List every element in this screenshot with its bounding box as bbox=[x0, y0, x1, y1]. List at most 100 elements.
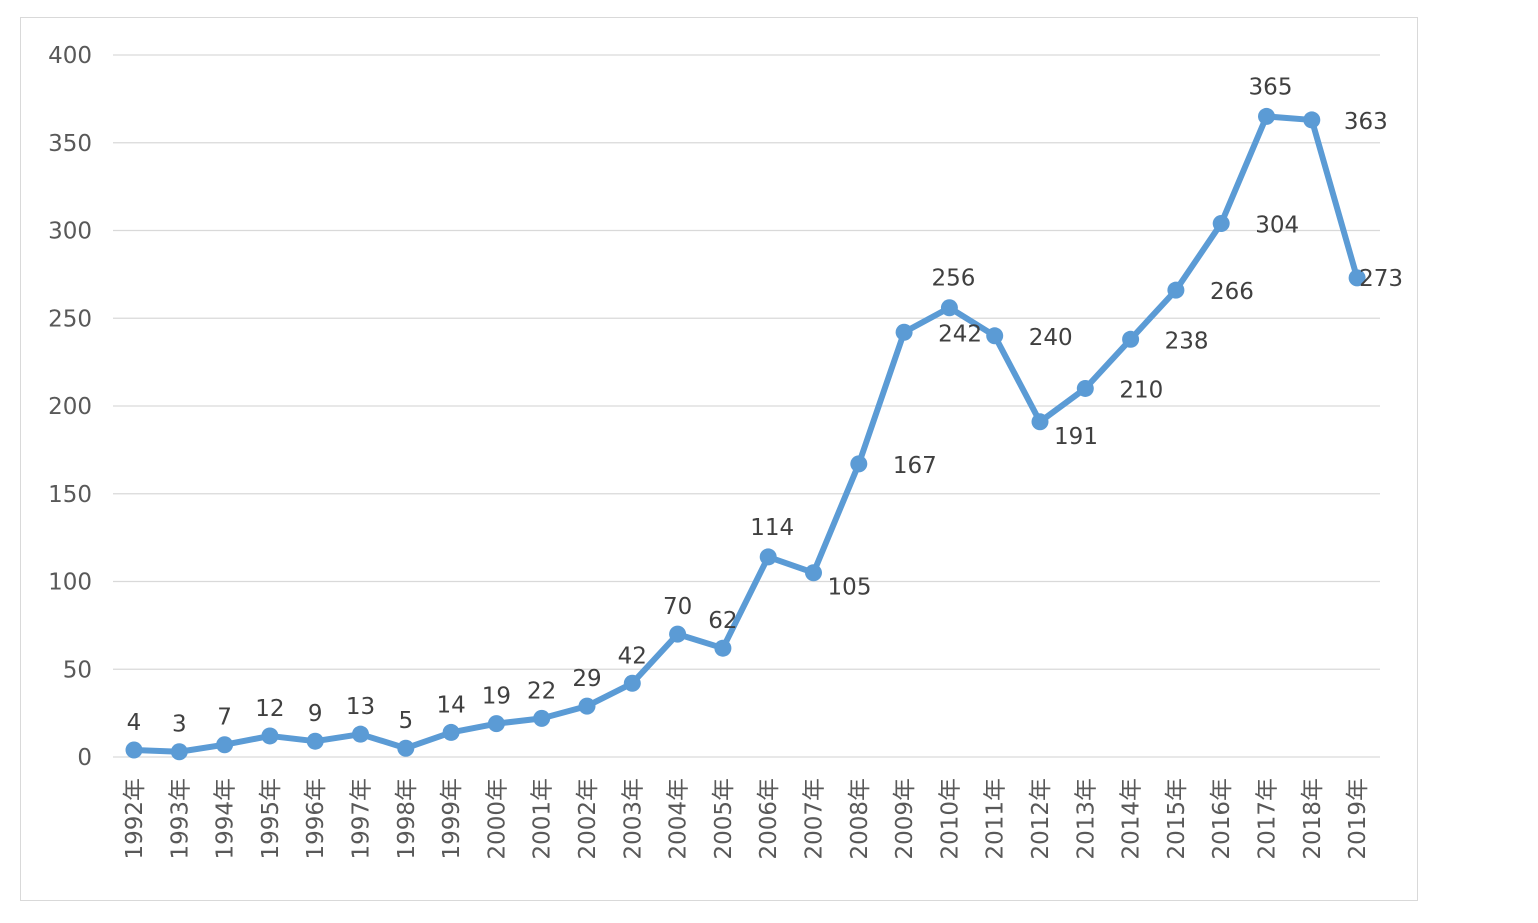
data-label: 13 bbox=[346, 694, 375, 720]
y-tick-label: 200 bbox=[48, 394, 92, 420]
data-label: 256 bbox=[931, 266, 975, 292]
x-tick-label: 2012年 bbox=[1028, 778, 1054, 860]
x-tick-label: 1993年 bbox=[167, 778, 193, 860]
gridlines bbox=[113, 54, 1380, 758]
data-label: 22 bbox=[527, 678, 556, 704]
data-point bbox=[759, 548, 777, 566]
x-tick-label: 1998年 bbox=[394, 778, 420, 860]
x-tick-label: 2016年 bbox=[1209, 778, 1235, 860]
data-label: 191 bbox=[1054, 424, 1098, 450]
data-label: 240 bbox=[1029, 325, 1073, 351]
data-label: 365 bbox=[1249, 74, 1293, 100]
chart-frame bbox=[20, 17, 1418, 901]
x-tick-label: 2002年 bbox=[575, 778, 601, 860]
x-tick-label: 2006年 bbox=[756, 778, 782, 860]
x-tick-label: 2004年 bbox=[666, 778, 692, 860]
data-label: 62 bbox=[708, 608, 737, 634]
data-point bbox=[170, 743, 188, 761]
y-tick-label: 150 bbox=[48, 482, 92, 508]
data-point bbox=[1212, 214, 1230, 232]
data-point bbox=[1122, 330, 1140, 348]
x-tick-label: 2003年 bbox=[620, 778, 646, 860]
data-point bbox=[805, 564, 822, 582]
data-label: 12 bbox=[255, 696, 284, 722]
data-point bbox=[306, 732, 324, 750]
data-label: 4 bbox=[127, 710, 142, 736]
data-point bbox=[578, 697, 596, 715]
data-point bbox=[397, 739, 415, 757]
data-points bbox=[125, 107, 1366, 761]
data-point bbox=[125, 741, 143, 759]
data-label: 42 bbox=[618, 643, 647, 669]
data-label: 70 bbox=[663, 594, 692, 620]
data-label: 9 bbox=[308, 701, 323, 727]
data-label: 273 bbox=[1359, 266, 1403, 292]
y-axis-tick-labels: 0 50 100 150 200 250 300 350 400 bbox=[48, 43, 92, 771]
series-line bbox=[131, 113, 1361, 755]
data-label: 363 bbox=[1344, 109, 1388, 135]
data-label: 114 bbox=[750, 515, 794, 541]
data-label: 14 bbox=[436, 692, 465, 718]
x-tick-label: 2010年 bbox=[937, 778, 963, 860]
data-label: 5 bbox=[398, 708, 413, 734]
y-tick-label: 300 bbox=[48, 219, 92, 245]
x-tick-label: 2008年 bbox=[847, 778, 873, 860]
data-point bbox=[533, 709, 551, 727]
x-tick-label: 1996年 bbox=[303, 778, 329, 860]
x-tick-label: 1999年 bbox=[439, 778, 465, 860]
x-tick-label: 2013年 bbox=[1073, 778, 1099, 860]
data-label: 105 bbox=[828, 575, 872, 601]
x-tick-label: 2005年 bbox=[711, 778, 737, 860]
x-tick-label: 2007年 bbox=[802, 778, 828, 860]
data-label: 167 bbox=[893, 453, 937, 479]
data-point bbox=[1303, 111, 1321, 129]
data-label: 238 bbox=[1165, 328, 1209, 354]
x-tick-label: 2000年 bbox=[484, 778, 510, 860]
data-point bbox=[940, 299, 958, 317]
data-point bbox=[216, 736, 234, 754]
x-tick-label: 2018年 bbox=[1300, 778, 1326, 860]
data-point bbox=[714, 639, 732, 657]
x-tick-label: 2019年 bbox=[1345, 778, 1371, 860]
y-tick-label: 0 bbox=[77, 745, 92, 771]
data-point bbox=[850, 455, 868, 473]
x-tick-label: 2014年 bbox=[1119, 778, 1145, 860]
data-point bbox=[895, 323, 913, 341]
data-point bbox=[1167, 281, 1185, 299]
y-tick-label: 400 bbox=[48, 43, 92, 69]
data-point bbox=[1031, 413, 1049, 431]
series-line-path bbox=[131, 113, 1361, 755]
data-label: 266 bbox=[1210, 279, 1254, 305]
data-point bbox=[1258, 107, 1275, 125]
data-point bbox=[352, 725, 369, 743]
x-tick-label: 2009年 bbox=[892, 778, 918, 860]
data-point bbox=[442, 723, 460, 741]
y-tick-label: 350 bbox=[48, 131, 92, 157]
data-point bbox=[1348, 269, 1366, 287]
data-point bbox=[487, 715, 505, 733]
data-point bbox=[1076, 379, 1094, 397]
data-label: 7 bbox=[217, 705, 232, 731]
data-label: 3 bbox=[172, 712, 187, 738]
x-axis-tick-labels: 1992年 1993年 1994年 1995年 1996年 1997年 1998年 1999年… bbox=[122, 778, 1371, 860]
x-tick-label: 1995年 bbox=[258, 778, 284, 860]
data-label: 29 bbox=[572, 666, 601, 692]
x-tick-label: 2015年 bbox=[1164, 778, 1190, 860]
y-tick-label: 100 bbox=[48, 570, 92, 596]
y-tick-label: 250 bbox=[48, 306, 92, 332]
data-label: 242 bbox=[938, 321, 982, 347]
data-labels: 4 3 7 12 9 13 5 14 19 22 29 42 70 62 114 105 167 242 256 24… bbox=[127, 74, 1403, 737]
x-tick-label: 1997年 bbox=[349, 778, 375, 860]
data-label: 210 bbox=[1119, 377, 1163, 403]
data-point bbox=[669, 625, 687, 643]
y-tick-label: 50 bbox=[63, 657, 92, 683]
data-point bbox=[623, 674, 641, 692]
x-tick-label: 1994年 bbox=[213, 778, 239, 860]
x-tick-label: 2017年 bbox=[1255, 778, 1281, 860]
x-tick-label: 1992年 bbox=[122, 778, 148, 860]
data-label: 304 bbox=[1255, 212, 1299, 238]
data-point bbox=[261, 727, 279, 745]
x-tick-label: 2011年 bbox=[983, 778, 1009, 860]
data-label: 19 bbox=[482, 684, 511, 710]
